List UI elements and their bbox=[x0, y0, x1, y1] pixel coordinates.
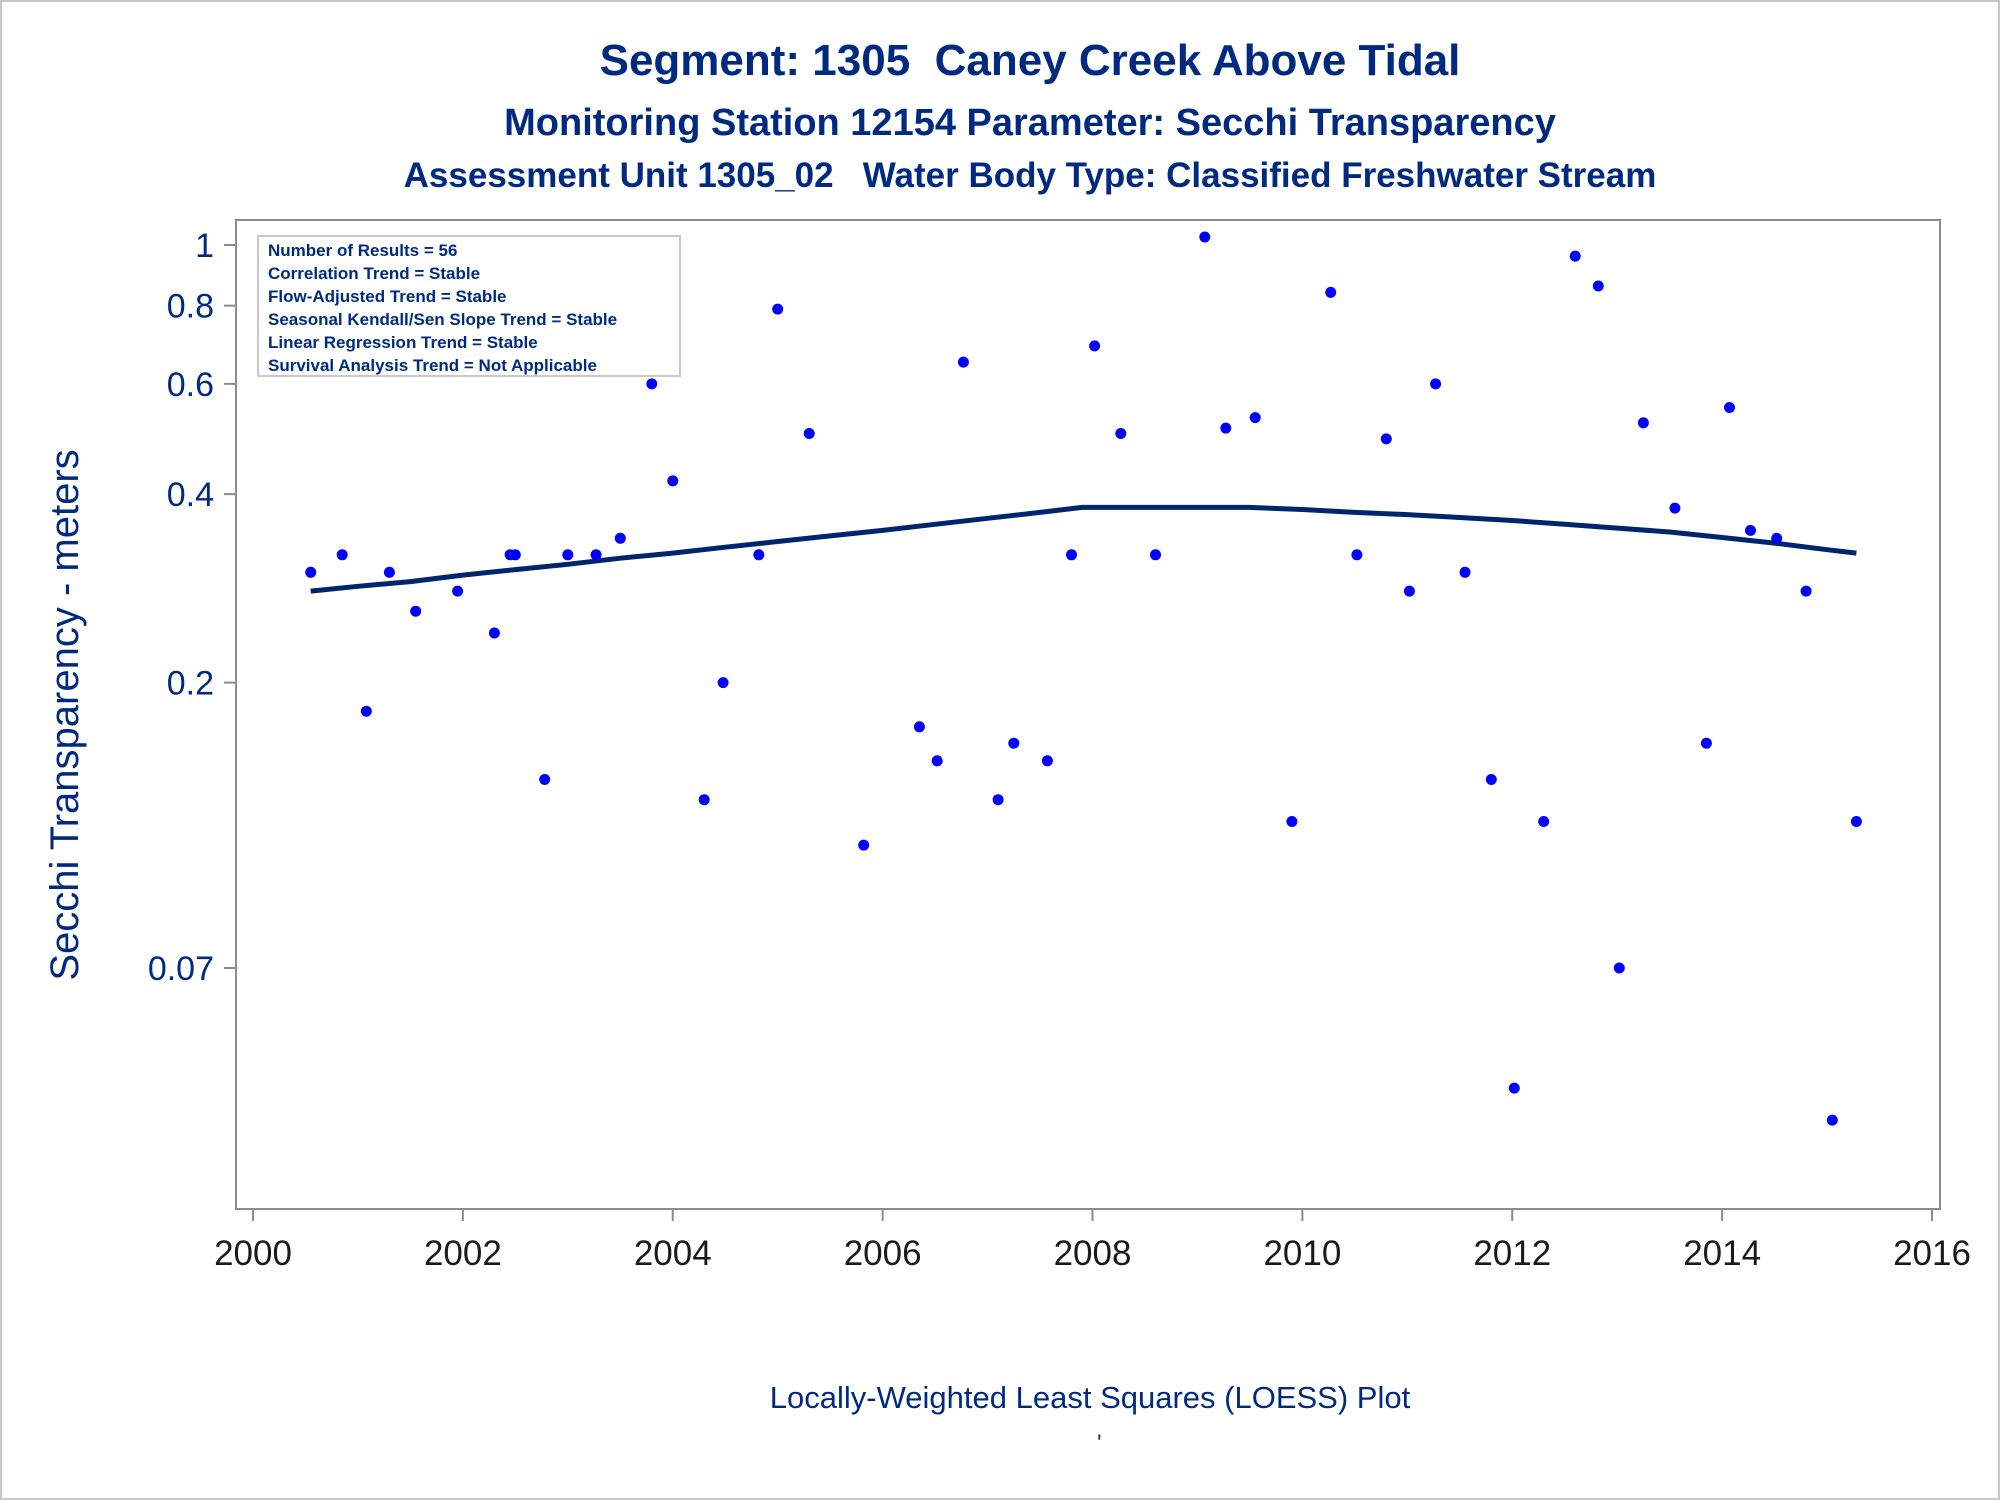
data-point bbox=[1826, 1114, 1838, 1126]
x-tick-label: 2002 bbox=[424, 1234, 502, 1273]
data-point bbox=[1569, 250, 1581, 262]
data-point bbox=[1745, 524, 1756, 536]
y-tick-label: 0.2 bbox=[167, 665, 214, 703]
data-point bbox=[1771, 532, 1783, 544]
data-point bbox=[452, 585, 464, 597]
stats-legend-box: Number of Results = 56 Correlation Trend … bbox=[257, 235, 681, 377]
y-tick-label: 1 bbox=[195, 227, 214, 265]
plot-area bbox=[235, 219, 1941, 1210]
data-point bbox=[305, 566, 317, 578]
stats-line: Flow-Adjusted Trend = Stable bbox=[268, 287, 507, 306]
data-point bbox=[562, 549, 574, 561]
x-tick-label: 2016 bbox=[1893, 1234, 1971, 1273]
data-point bbox=[1403, 585, 1415, 597]
x-tick-label: 2008 bbox=[1054, 1234, 1132, 1273]
y-axis-label: Secchi Transparency - meters bbox=[43, 449, 87, 980]
data-point bbox=[1066, 549, 1077, 561]
data-point bbox=[992, 794, 1004, 806]
data-point bbox=[1286, 816, 1298, 827]
data-point bbox=[957, 356, 969, 368]
data-point bbox=[410, 605, 422, 617]
chart-subtitle-2: Assessment Unit 1305_02 Water Body Type:… bbox=[403, 156, 1657, 195]
data-point bbox=[1724, 402, 1735, 413]
data-point bbox=[1613, 962, 1625, 974]
data-points-layer bbox=[305, 231, 1862, 1126]
data-point bbox=[698, 794, 710, 806]
stats-line: Linear Regression Trend = Stable bbox=[268, 333, 538, 352]
data-point bbox=[1459, 566, 1471, 578]
stats-box-frame bbox=[257, 235, 681, 377]
y-tick-label: 0.6 bbox=[167, 366, 214, 404]
data-point bbox=[539, 774, 551, 785]
data-point bbox=[1199, 231, 1211, 243]
data-point bbox=[1325, 286, 1337, 298]
loess-line bbox=[310, 504, 1857, 594]
x-tick-label: 2010 bbox=[1263, 1234, 1341, 1273]
chart-title: Segment: 1305 Caney Creek Above Tidal bbox=[599, 36, 1461, 85]
loess-curve-layer bbox=[310, 504, 1857, 594]
data-point bbox=[913, 721, 925, 733]
x-tick-label: 2014 bbox=[1683, 1234, 1761, 1273]
data-point bbox=[1637, 417, 1649, 429]
data-point bbox=[858, 839, 870, 851]
x-tick-label: 2006 bbox=[844, 1234, 922, 1273]
data-point bbox=[614, 532, 626, 544]
data-point bbox=[1249, 412, 1261, 424]
stats-line: Seasonal Kendall/Sen Slope Trend = Stabl… bbox=[268, 310, 617, 329]
data-point bbox=[1669, 502, 1681, 514]
data-point bbox=[1800, 585, 1812, 597]
x-tick-label: 2012 bbox=[1473, 1234, 1551, 1273]
footnote: Locally-Weighted Least Squares (LOESS) P… bbox=[769, 1380, 1411, 1415]
data-point bbox=[383, 566, 395, 578]
data-point bbox=[336, 549, 348, 561]
data-point bbox=[360, 705, 372, 717]
data-point bbox=[717, 677, 729, 689]
data-point bbox=[803, 428, 815, 439]
data-point bbox=[1592, 280, 1604, 292]
chart-subtitle: Monitoring Station 12154 Parameter: Secc… bbox=[504, 102, 1556, 144]
data-point bbox=[1351, 549, 1363, 561]
data-point bbox=[1380, 433, 1392, 445]
data-point bbox=[1220, 422, 1232, 434]
x-tick-label: 2000 bbox=[214, 1234, 292, 1273]
data-point bbox=[1485, 774, 1497, 785]
data-point bbox=[488, 627, 500, 639]
stats-line: Survival Analysis Trend = Not Applicable bbox=[268, 356, 597, 375]
data-point bbox=[1115, 428, 1127, 439]
y-tick-label: 0.4 bbox=[167, 476, 214, 514]
data-point bbox=[1041, 755, 1053, 767]
y-tick-label: 0.8 bbox=[167, 288, 214, 326]
data-point bbox=[1700, 737, 1712, 749]
data-point bbox=[1008, 737, 1020, 749]
data-point bbox=[1850, 816, 1862, 827]
data-point bbox=[1508, 1082, 1520, 1094]
axes: 2000 2002 2004 2006 2008 2010 2012 2014 2016 1 0.8… bbox=[148, 227, 1971, 1273]
footnote-mark: ' bbox=[1097, 1430, 1102, 1457]
x-tick-label: 2004 bbox=[634, 1234, 712, 1273]
y-tick-label: 0.07 bbox=[148, 950, 214, 988]
data-point bbox=[646, 378, 658, 390]
stats-line: Correlation Trend = Stable bbox=[268, 264, 480, 283]
data-point bbox=[509, 549, 521, 561]
data-point bbox=[1538, 816, 1550, 827]
data-point bbox=[1150, 549, 1161, 561]
data-point bbox=[667, 475, 679, 487]
data-point bbox=[753, 549, 765, 561]
data-point bbox=[1430, 378, 1442, 390]
data-point bbox=[931, 755, 943, 767]
data-point bbox=[1089, 340, 1101, 352]
data-point bbox=[590, 549, 602, 561]
stats-line: Number of Results = 56 bbox=[268, 241, 457, 260]
data-point bbox=[772, 303, 784, 315]
